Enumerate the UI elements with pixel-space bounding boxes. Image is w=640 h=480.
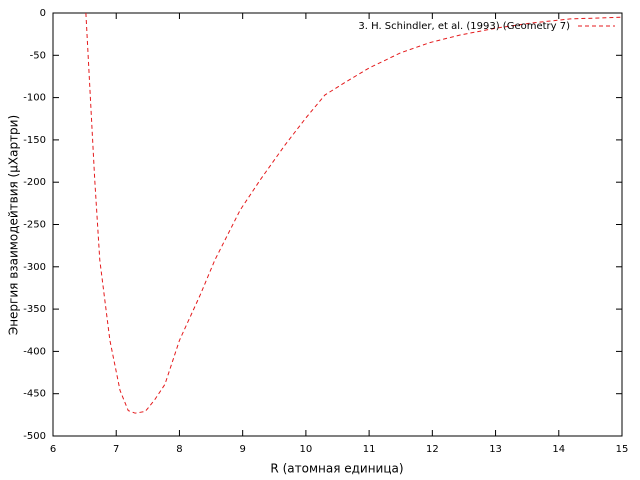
x-tick-label: 15 — [616, 444, 629, 455]
y-tick-label: -100 — [23, 93, 46, 104]
x-axis-label: R (атомная единица) — [270, 462, 403, 476]
plot-border — [52, 12, 623, 437]
x-tick-label: 6 — [50, 444, 56, 455]
y-tick-label: -200 — [23, 177, 46, 188]
x-tick-label: 14 — [552, 444, 565, 455]
x-tick-label: 7 — [113, 444, 119, 455]
data-line — [85, 12, 623, 414]
y-tick-label: 0 — [40, 8, 46, 19]
x-tick-label: 11 — [363, 444, 376, 455]
legend-label: 3. H. Schindler, et al. (1993) (Geometry… — [358, 21, 570, 32]
y-tick-label: -400 — [23, 346, 46, 357]
x-tick-label: 9 — [239, 444, 245, 455]
y-tick-label: -500 — [23, 431, 46, 442]
x-tick-label: 12 — [426, 444, 439, 455]
y-axis-label: Энергия взаимодейтвия (μХартри) — [7, 115, 21, 335]
y-tick-label: -350 — [23, 304, 46, 315]
y-tick-label: -250 — [23, 220, 46, 231]
y-tick-label: -50 — [30, 50, 46, 61]
x-tick-label: 13 — [489, 444, 502, 455]
x-tick-label: 10 — [300, 444, 313, 455]
y-tick-label: -150 — [23, 135, 46, 146]
y-tick-label: -450 — [23, 389, 46, 400]
y-tick-label: -300 — [23, 262, 46, 273]
x-tick-label: 8 — [176, 444, 182, 455]
